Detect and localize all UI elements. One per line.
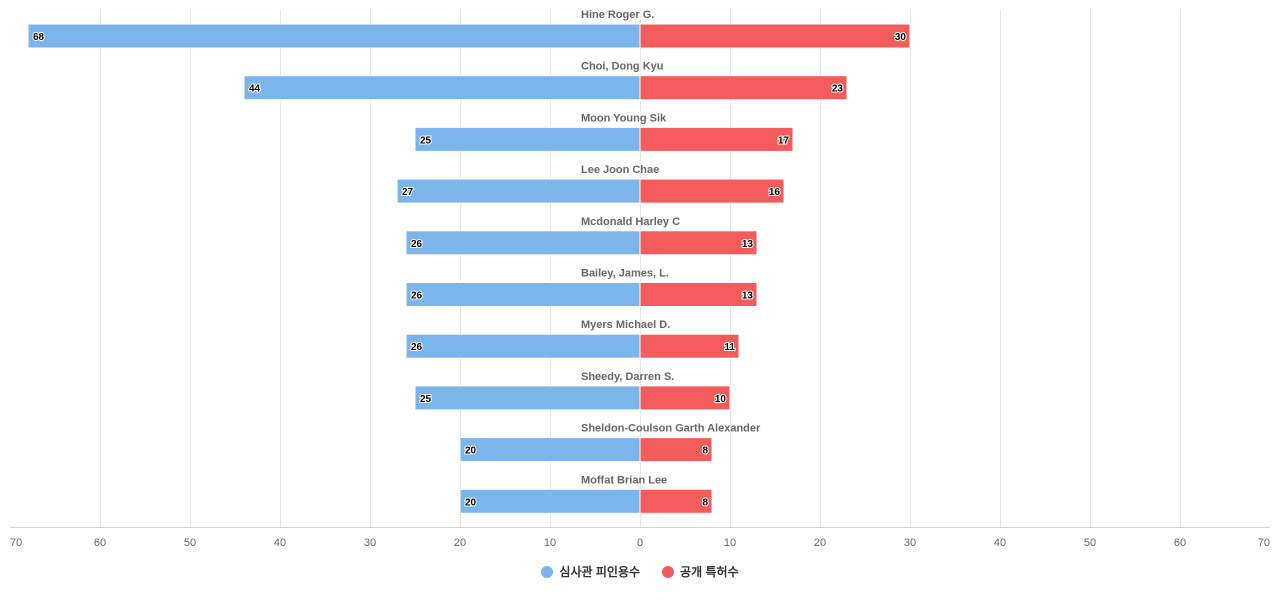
bar-patents: [639, 178, 785, 204]
legend-label-citations: 심사관 피인용수: [559, 565, 641, 579]
data-label-citations: 26: [411, 239, 423, 250]
bar-citations: [414, 385, 641, 411]
bar-patents: [639, 75, 848, 101]
bar-citations: [396, 178, 641, 204]
x-tick-label: 30: [364, 537, 376, 549]
bar-citations: [459, 437, 641, 463]
category-label: Hine Roger G.: [581, 9, 654, 21]
x-tick-label: 30: [904, 537, 916, 549]
data-label-citations: 20: [465, 497, 477, 508]
bar-citations: [405, 230, 641, 256]
x-tick-label: 40: [274, 537, 286, 549]
bar-citations: [459, 488, 641, 514]
data-label-patents: 10: [715, 394, 727, 405]
data-label-citations: 26: [411, 291, 423, 302]
x-tick-label: 10: [724, 537, 736, 549]
bar-patents: [639, 385, 731, 411]
bar-patents: [639, 333, 740, 359]
bar-patents: [639, 23, 911, 49]
category-label: Bailey, James, L.: [581, 268, 669, 280]
data-label-patents: 13: [742, 239, 754, 250]
data-label-patents: 13: [742, 291, 754, 302]
data-label-patents: 8: [702, 497, 708, 508]
x-tick-label: 20: [814, 537, 826, 549]
data-label-citations: 26: [411, 342, 423, 353]
category-label: Sheedy, Darren S.: [581, 371, 674, 383]
data-label-patents: 30: [895, 32, 907, 43]
x-tick-label: 70: [1258, 537, 1270, 549]
x-tick-label: 10: [544, 537, 556, 549]
bar-patents: [639, 437, 713, 463]
x-tick-label: 40: [994, 537, 1006, 549]
data-label-citations: 68: [33, 32, 45, 43]
category-label: Choi, Dong Kyu: [581, 61, 664, 73]
bar-patents: [639, 488, 713, 514]
data-label-patents: 11: [724, 342, 735, 353]
data-label-citations: 20: [465, 446, 477, 457]
bar-patents: [639, 282, 758, 307]
data-label-citations: 25: [420, 394, 432, 405]
legend: 심사관 피인용수 공개 특허수: [0, 563, 1280, 580]
x-tick-label: 60: [94, 537, 106, 549]
butterfly-bar-chart: 70 60 50 40 30 20 10 0 10 20 30 40 50 60 70 Hine Roger …: [10, 9, 1270, 549]
data-label-patents: 17: [778, 135, 790, 146]
bar-citations: [243, 75, 641, 101]
bar-patents: [639, 230, 758, 256]
category-label: Moon Young Sik: [581, 112, 667, 124]
data-label-citations: 25: [420, 135, 432, 146]
legend-label-patents: 공개 특허수: [680, 565, 739, 579]
bar-patents: [639, 126, 794, 152]
category-label: Mcdonald Harley C: [581, 216, 680, 228]
category-label: Sheldon-Coulson Garth Alexander: [581, 423, 761, 435]
category-label: Myers Michael D.: [581, 319, 670, 331]
bar-citations: [414, 126, 641, 152]
x-tick-label: 50: [1084, 537, 1096, 549]
category-label: Moffat Brian Lee: [581, 474, 667, 486]
x-tick-label: 20: [454, 537, 466, 549]
bar-citations: [405, 333, 641, 359]
data-label-patents: 23: [832, 84, 844, 95]
data-label-citations: 27: [402, 187, 414, 198]
legend-item-patents[interactable]: 공개 특허수: [662, 563, 739, 580]
data-label-patents: 8: [702, 446, 708, 457]
x-tick-label: 50: [184, 537, 196, 549]
legend-item-citations[interactable]: 심사관 피인용수: [541, 563, 640, 580]
legend-marker-citations: [541, 565, 554, 578]
bar-citations: [405, 282, 641, 307]
category-label: Lee Joon Chae: [581, 164, 659, 176]
x-tick-label: 70: [10, 537, 22, 549]
data-label-citations: 44: [249, 84, 261, 95]
x-tick-label: 0: [637, 537, 643, 549]
data-label-patents: 16: [769, 187, 781, 198]
legend-marker-patents: [662, 565, 675, 578]
x-tick-label: 60: [1174, 537, 1186, 549]
bar-citations: [27, 23, 641, 49]
